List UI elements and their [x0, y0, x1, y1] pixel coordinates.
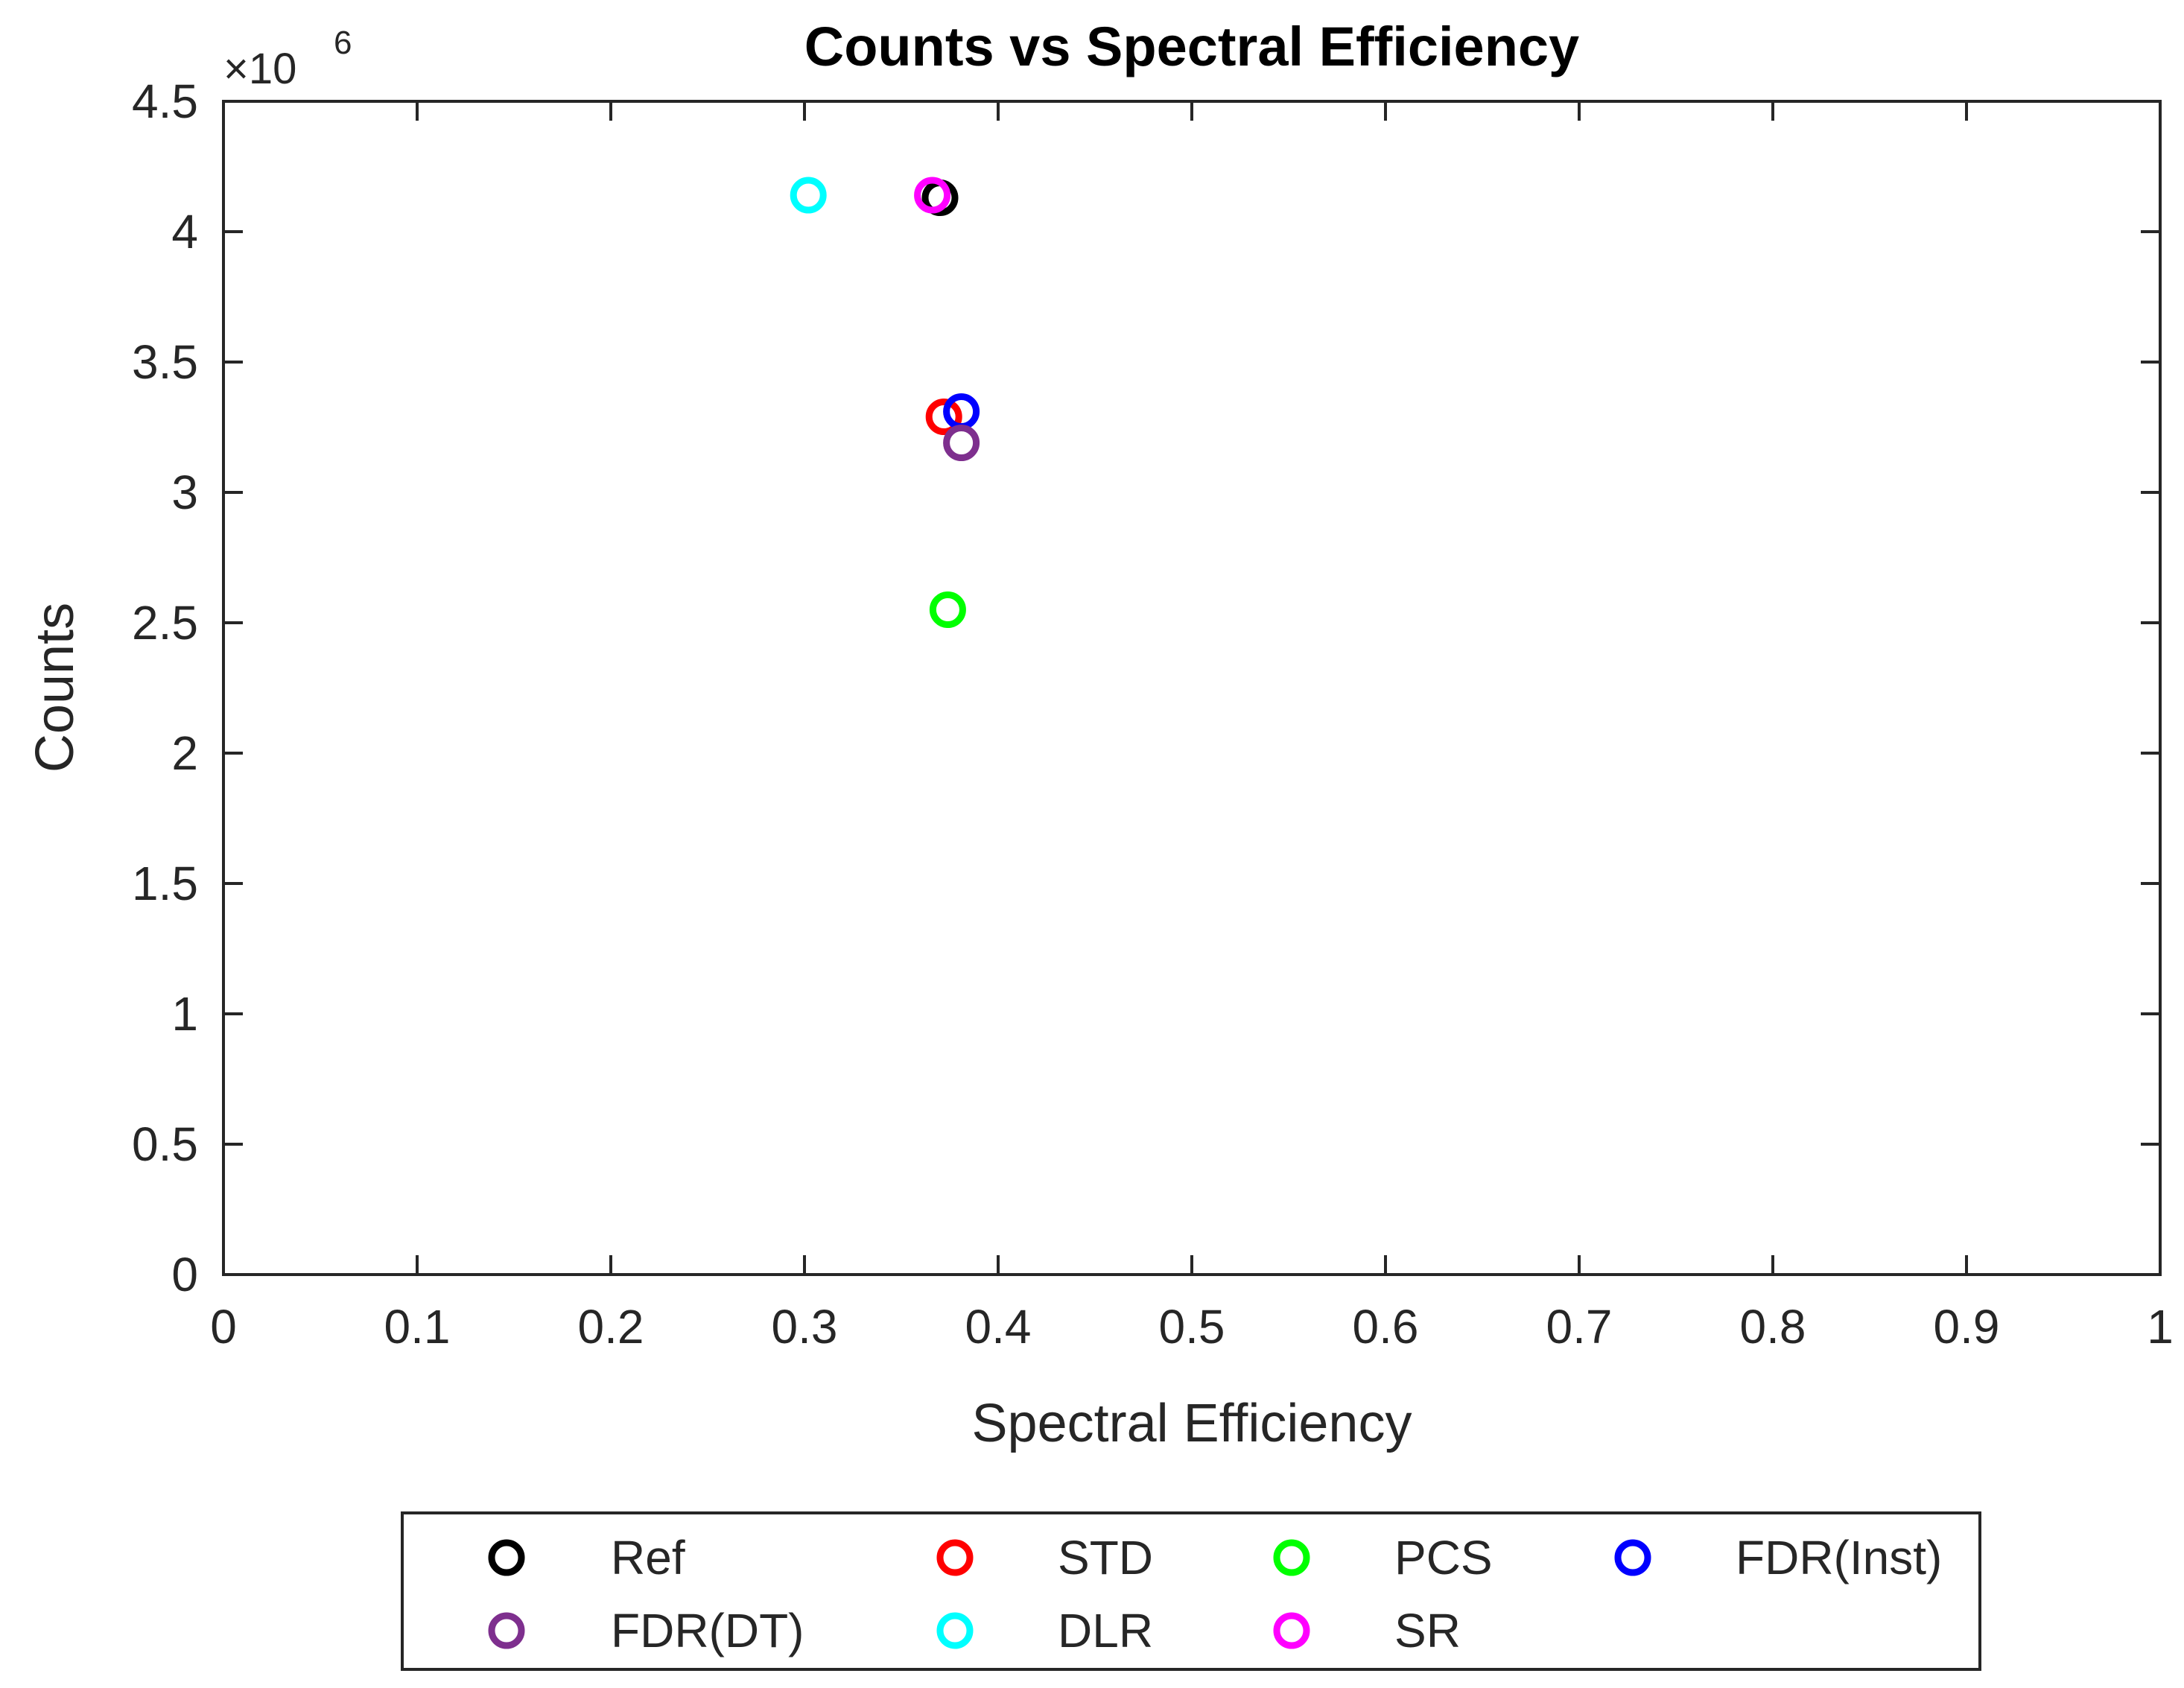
y-tick-label: 4.5	[132, 74, 198, 128]
y-tick-label: 3.5	[132, 335, 198, 389]
x-tick-label: 0.3	[772, 1300, 838, 1354]
legend-marker	[936, 1539, 974, 1576]
y-exponent-power: 6	[334, 25, 352, 61]
y-tick-label: 2.5	[132, 596, 198, 650]
x-tick-label: 0.4	[965, 1300, 1032, 1354]
y-axis-exponent: ×10 6	[223, 25, 352, 93]
legend-box	[401, 1511, 1981, 1671]
point-pcs	[929, 591, 966, 628]
y-tick-label: 2	[171, 726, 198, 780]
x-tick-label: 0.6	[1353, 1300, 1419, 1354]
legend-marker	[936, 1612, 974, 1649]
legend-marker	[488, 1539, 525, 1576]
x-tick-label: 0.8	[1740, 1300, 1806, 1354]
y-exponent-base: ×10	[223, 45, 296, 93]
y-tick-label: 1	[171, 987, 198, 1041]
legend-label: SR	[1394, 1604, 1461, 1657]
legend-marker	[488, 1612, 525, 1649]
x-tick-label: 0	[210, 1300, 237, 1354]
point-fdr-dt	[943, 425, 980, 461]
legend-marker	[1273, 1612, 1310, 1649]
y-tick-label: 0	[171, 1248, 198, 1301]
x-axis-ticks: 0 0.1 0.2 0.3 0.4 0.5 0.6 0.7 0.8 0.9 1	[210, 101, 2174, 1354]
x-tick-label: 0.5	[1159, 1300, 1225, 1354]
legend-marker	[1273, 1539, 1310, 1576]
point-std	[925, 399, 962, 435]
y-axis-ticks: 0 0.5 1 1.5 2 2.5 3 3.5 4 4.5	[132, 74, 2160, 1301]
legend-label: Ref	[611, 1531, 685, 1584]
legend-label: FDR(DT)	[611, 1604, 804, 1657]
y-axis-label: Counts	[25, 603, 85, 772]
y-tick-label: 3	[171, 466, 198, 519]
x-tick-label: 0.2	[578, 1300, 644, 1354]
x-tick-label: 1	[2147, 1300, 2174, 1354]
legend-label: PCS	[1394, 1531, 1493, 1584]
x-tick-label: 0.7	[1546, 1300, 1613, 1354]
x-tick-label: 0.9	[1934, 1300, 2000, 1354]
data-points	[790, 177, 980, 628]
legend-marker	[1614, 1539, 1651, 1576]
point-dlr	[790, 177, 827, 214]
legend: Ref STD PCS FDR(Inst) FDR(DT) DLR SR	[401, 1511, 1981, 1671]
point-sr	[914, 177, 951, 214]
legend-label: FDR(Inst)	[1736, 1531, 1942, 1584]
x-tick-label: 0.1	[384, 1300, 451, 1354]
y-tick-label: 4	[171, 205, 198, 258]
y-tick-label: 1.5	[132, 857, 198, 910]
legend-label: DLR	[1058, 1604, 1153, 1657]
legend-label: STD	[1058, 1531, 1153, 1584]
y-tick-label: 0.5	[132, 1117, 198, 1171]
x-axis-label: Spectral Efficiency	[972, 1394, 1412, 1453]
chart-title: Counts vs Spectral Efficiency	[804, 16, 1579, 77]
